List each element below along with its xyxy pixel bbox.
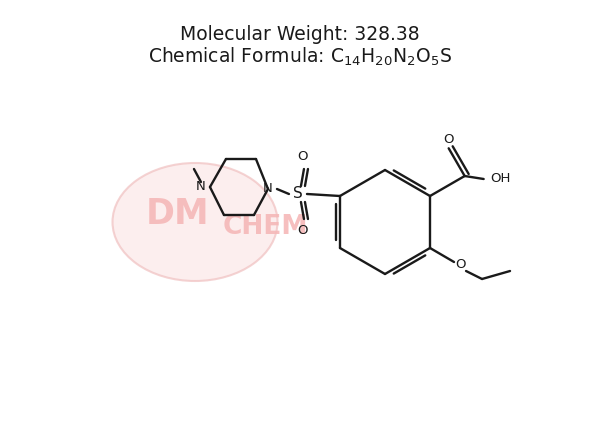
Text: OH: OH [490, 172, 511, 185]
Text: N: N [263, 182, 273, 196]
Text: O: O [298, 150, 308, 163]
Text: CHEM: CHEM [222, 214, 308, 240]
Text: O: O [298, 225, 308, 238]
Text: Chemical Formula: $\mathregular{C_{14}H_{20}N_{2}O_{5}S}$: Chemical Formula: $\mathregular{C_{14}H_… [148, 46, 452, 68]
Text: O: O [443, 133, 454, 146]
Text: Molecular Weight: 328.38: Molecular Weight: 328.38 [180, 25, 420, 44]
Text: DM: DM [146, 197, 210, 231]
Text: S: S [293, 187, 303, 201]
Text: N: N [196, 181, 206, 194]
Text: O: O [455, 258, 465, 271]
Ellipse shape [113, 163, 277, 281]
